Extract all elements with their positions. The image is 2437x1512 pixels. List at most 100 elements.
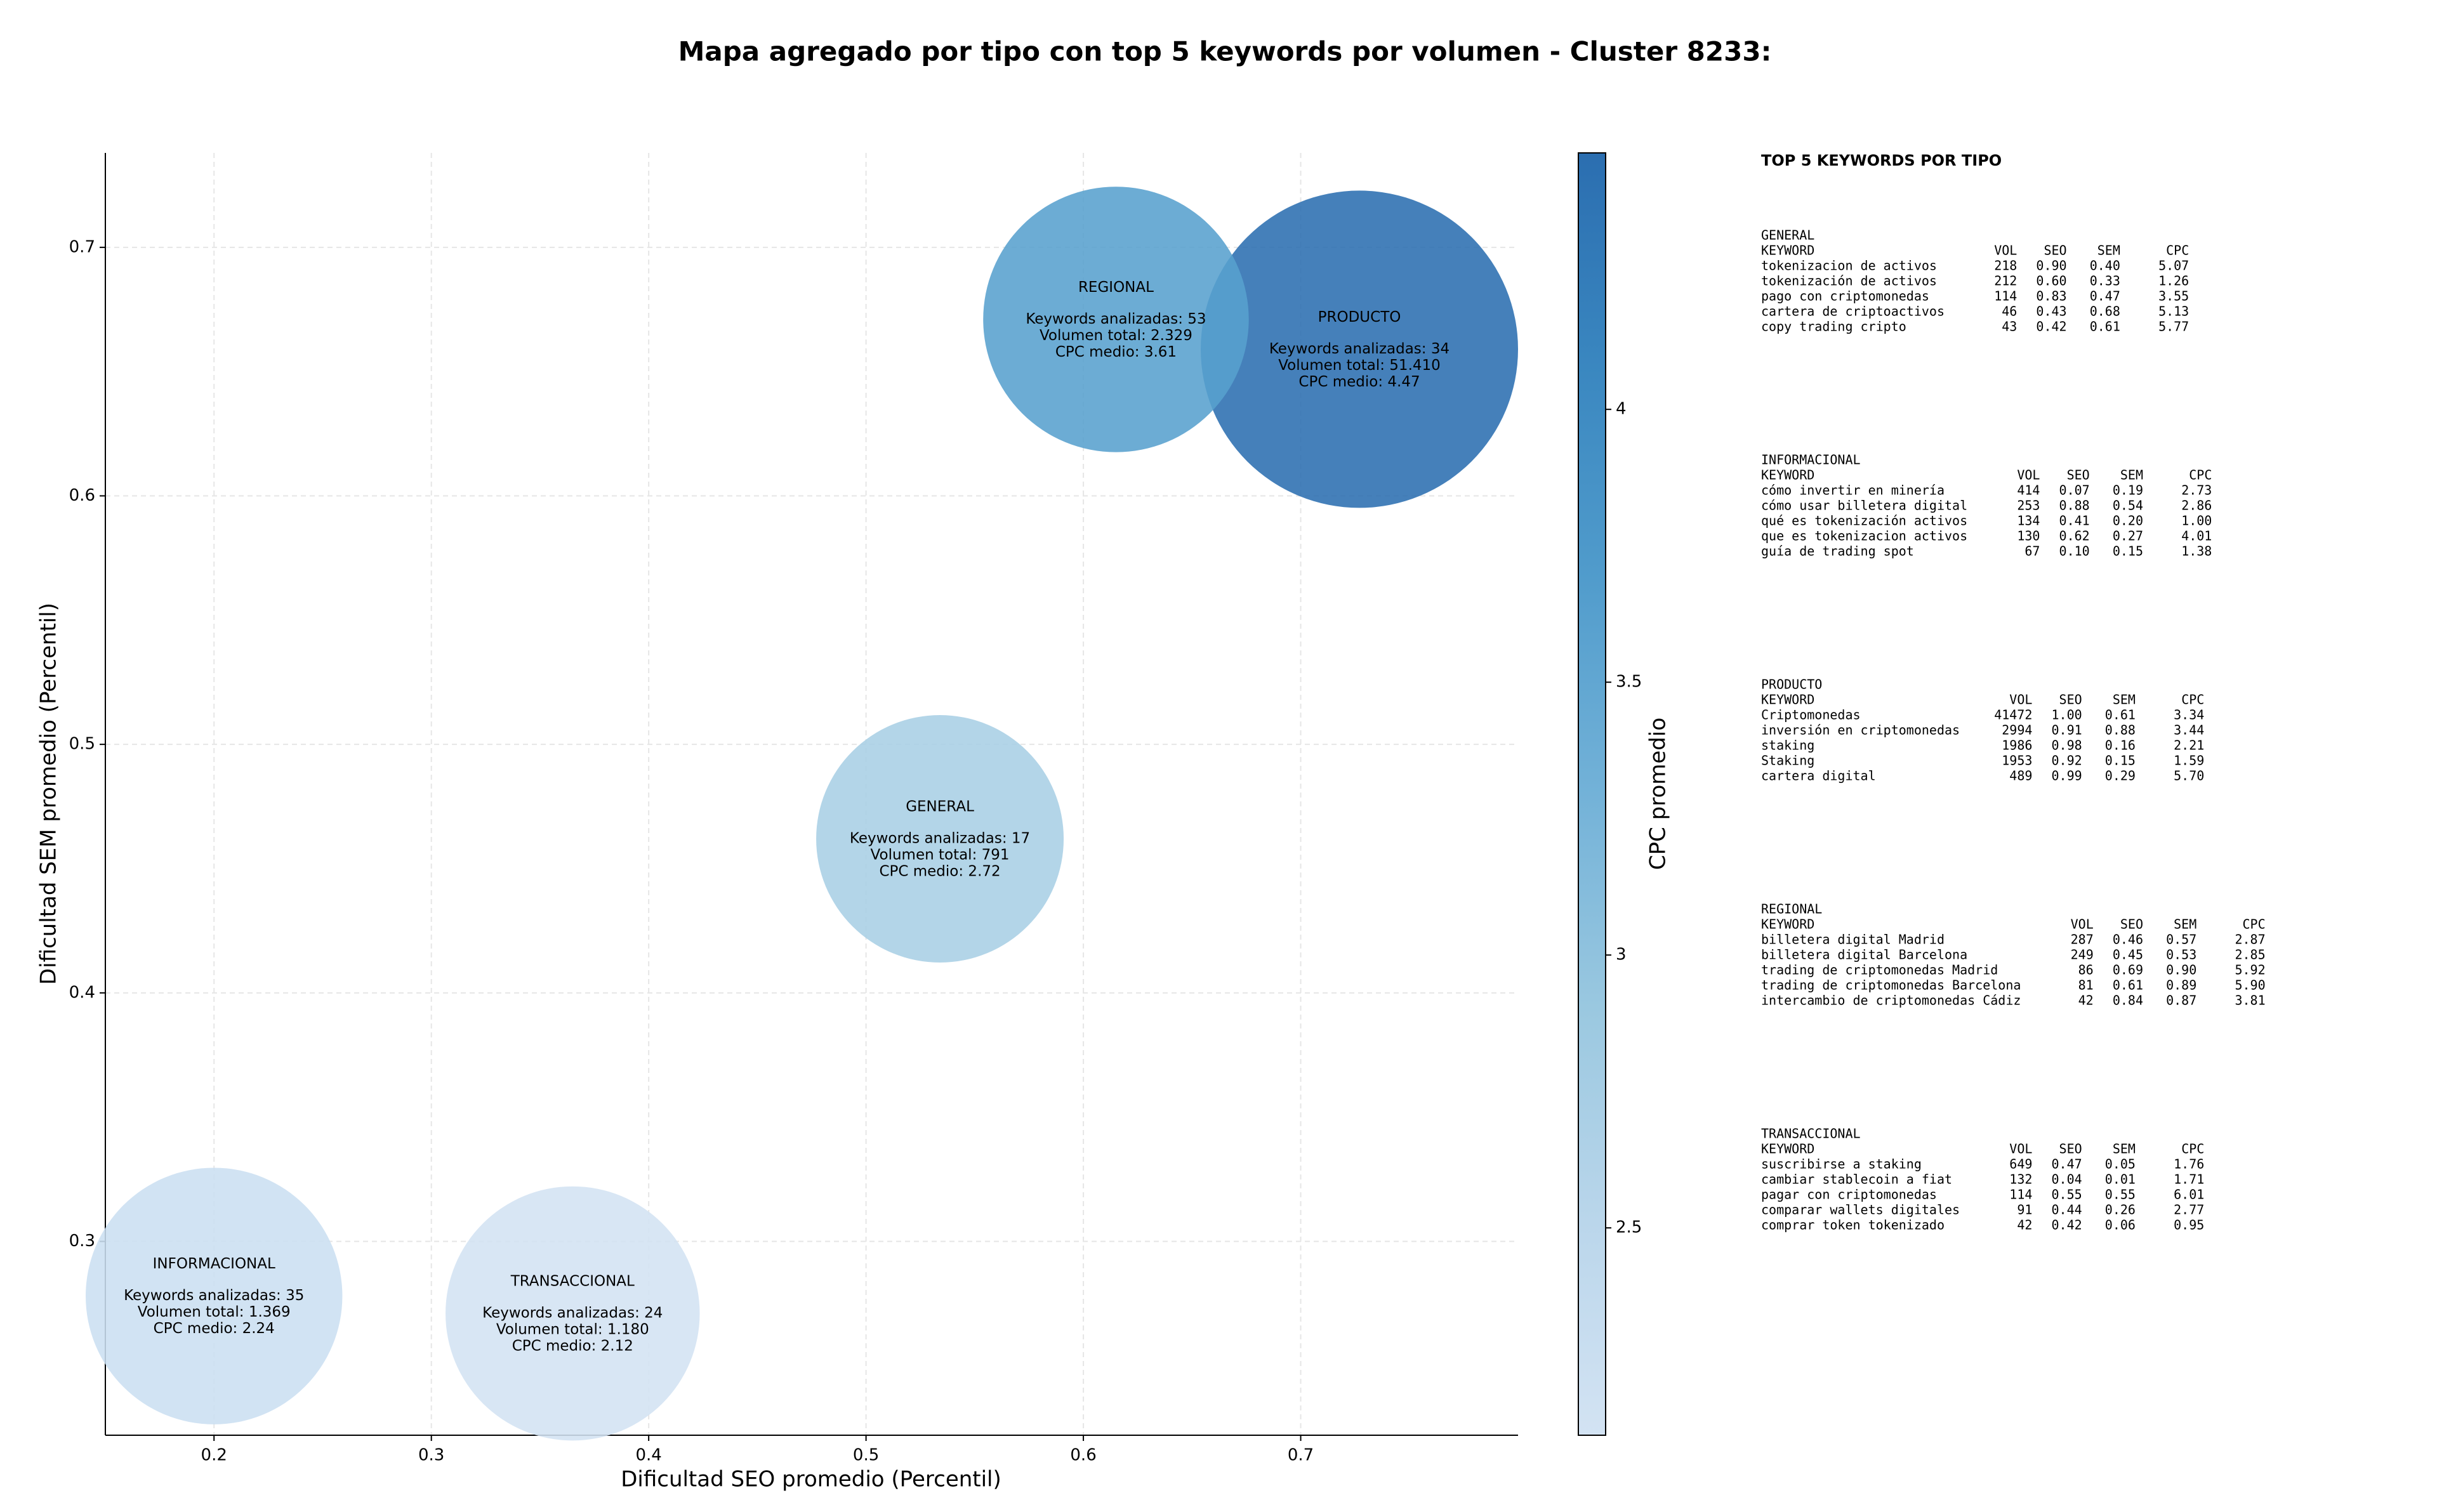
metric-cell: VOL <box>2009 1141 2032 1157</box>
bubble-annotation: CPC medio: 2.12 <box>512 1338 633 1355</box>
metric-cell: 0.55 <box>2052 1187 2082 1202</box>
y-tick-label: 0.5 <box>69 735 95 754</box>
metric-cell: 0.89 <box>2166 978 2196 993</box>
bubble-annotation: Volumen total: 51.410 <box>1278 357 1441 374</box>
metric-cell: 0.44 <box>2052 1202 2082 1218</box>
metric-cell: 0.47 <box>2052 1157 2082 1172</box>
metric-cell: 5.07 <box>2158 258 2189 273</box>
metric-cell: 1.59 <box>2174 753 2204 768</box>
metric-cell: CPC <box>2181 692 2204 707</box>
metric-cell: VOL <box>2009 692 2032 707</box>
metric-cell: 0.95 <box>2174 1218 2204 1233</box>
bubble <box>983 187 1249 452</box>
keyword-cell: KEYWORD <box>1761 468 1814 483</box>
y-axis-label: Dificultad SEM promedio (Percentil) <box>36 603 62 985</box>
metric-cell: 0.41 <box>2059 513 2090 529</box>
keyword-cell: cartera de criptoactivos <box>1761 304 1945 319</box>
metric-cell: 0.01 <box>2105 1172 2136 1187</box>
metric-cell: SEM <box>2174 917 2196 932</box>
metric-cell: 0.26 <box>2105 1202 2136 1218</box>
metric-cell: 130 <box>2017 529 2040 544</box>
bubble-annotation: Volumen total: 1.369 <box>138 1304 291 1320</box>
x-tick-label: 0.4 <box>635 1446 661 1465</box>
metric-cell: 5.13 <box>2158 304 2189 319</box>
metric-cell: 0.53 <box>2166 947 2196 963</box>
metric-cell: 41472 <box>1994 707 2032 723</box>
metric-cell: 3.81 <box>2235 993 2265 1008</box>
section-title: REGIONAL <box>1761 902 1822 917</box>
metric-cell: 0.46 <box>2113 932 2143 947</box>
colorbar-label: CPC promedio <box>1646 718 1671 870</box>
metric-cell: 1.71 <box>2174 1172 2204 1187</box>
section-title: PRODUCTO <box>1761 677 1822 692</box>
metric-cell: 6.01 <box>2174 1187 2204 1202</box>
metric-cell: 2.21 <box>2174 738 2204 753</box>
metric-cell: 0.68 <box>2090 304 2120 319</box>
bubble-annotation: Keywords analizadas: 24 <box>482 1305 663 1322</box>
metric-cell: 0.60 <box>2036 273 2066 289</box>
metric-cell: CPC <box>2166 243 2189 258</box>
metric-cell: 0.19 <box>2113 483 2143 498</box>
y-tick-label: 0.3 <box>69 1232 95 1251</box>
metric-cell: 43 <box>2002 319 2017 334</box>
keyword-cell: comparar wallets digitales <box>1761 1202 1960 1218</box>
metric-cell: 2.73 <box>2181 483 2212 498</box>
colorbar <box>1578 152 1606 1436</box>
metric-cell: 0.61 <box>2105 707 2136 723</box>
metric-cell: 0.43 <box>2036 304 2066 319</box>
keyword-cell: que es tokenizacion activos <box>1761 529 1967 544</box>
metric-cell: 0.07 <box>2059 483 2090 498</box>
keyword-cell: copy trading cripto <box>1761 319 1906 334</box>
metric-cell: 42 <box>2078 993 2094 1008</box>
metric-cell: 0.47 <box>2090 289 2120 304</box>
section-title: TRANSACCIONAL <box>1761 1126 1861 1141</box>
keyword-cell: pago con criptomonedas <box>1761 289 1929 304</box>
metric-cell: 5.70 <box>2174 768 2204 784</box>
metric-cell: 649 <box>2009 1157 2032 1172</box>
keyword-cell: cambiar stablecoin a fiat <box>1761 1172 1952 1187</box>
metric-cell: 86 <box>2078 963 2094 978</box>
metric-cell: 0.88 <box>2059 498 2090 513</box>
keyword-cell: qué es tokenización activos <box>1761 513 1967 529</box>
bubble <box>86 1167 343 1424</box>
keyword-cell: trading de criptomonedas Madrid <box>1761 963 1998 978</box>
metric-cell: 0.16 <box>2105 738 2136 753</box>
metric-cell: 3.55 <box>2158 289 2189 304</box>
keyword-cell: inversión en criptomonedas <box>1761 723 1960 738</box>
metric-cell: 5.77 <box>2158 319 2189 334</box>
keyword-cell: tokenizacion de activos <box>1761 258 1937 273</box>
keyword-cell: pagar con criptomonedas <box>1761 1187 1937 1202</box>
metric-cell: 1.38 <box>2181 544 2212 559</box>
metric-cell: 2.77 <box>2174 1202 2204 1218</box>
metric-cell: 1.26 <box>2158 273 2189 289</box>
metric-cell: VOL <box>1994 243 2017 258</box>
metric-cell: 3.44 <box>2174 723 2204 738</box>
metric-cell: 81 <box>2078 978 2094 993</box>
keyword-cell: Staking <box>1761 753 1814 768</box>
metric-cell: 42 <box>2017 1218 2032 1233</box>
metric-cell: 0.33 <box>2090 273 2120 289</box>
keyword-cell: suscribirse a staking <box>1761 1157 1922 1172</box>
keyword-cell: guía de trading spot <box>1761 544 1914 559</box>
metric-cell: 414 <box>2017 483 2040 498</box>
metric-cell: 4.01 <box>2181 529 2212 544</box>
bubble-annotation: Volumen total: 1.180 <box>496 1322 649 1338</box>
metric-cell: 0.99 <box>2052 768 2082 784</box>
keyword-cell: cómo usar billetera digital <box>1761 498 1967 513</box>
metric-cell: CPC <box>2243 917 2266 932</box>
metric-cell: 287 <box>2071 932 2094 947</box>
metric-cell: 0.84 <box>2113 993 2143 1008</box>
metric-cell: 1953 <box>2002 753 2032 768</box>
metric-cell: 0.83 <box>2036 289 2066 304</box>
bubble-annotation: Volumen total: 791 <box>871 847 1010 864</box>
x-axis-label: Dificultad SEO promedio (Percentil) <box>621 1467 1001 1492</box>
metric-cell: 132 <box>2009 1172 2032 1187</box>
section-title: INFORMACIONAL <box>1761 452 1861 468</box>
bubble <box>1201 190 1519 508</box>
bubble-annotation: CPC medio: 4.47 <box>1298 374 1420 390</box>
metric-cell: 0.04 <box>2052 1172 2082 1187</box>
metric-cell: 253 <box>2017 498 2040 513</box>
keyword-cell: staking <box>1761 738 1814 753</box>
metric-cell: 0.05 <box>2105 1157 2136 1172</box>
